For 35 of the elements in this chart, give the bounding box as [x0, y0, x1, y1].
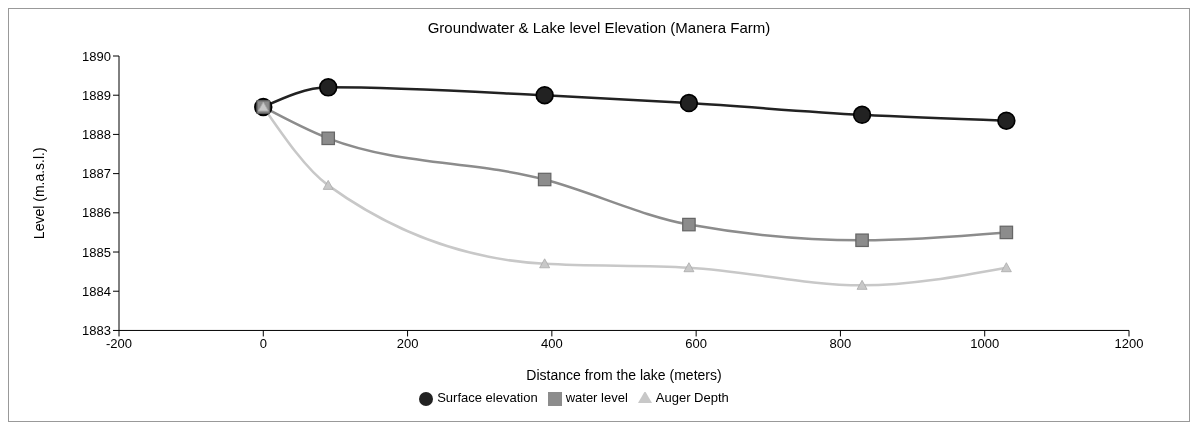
y-tick-label: 1888: [82, 127, 111, 143]
point: [679, 93, 699, 113]
x-tick-label: 800: [829, 335, 852, 351]
y-tick-label: 1885: [82, 244, 111, 260]
y-tick-label: 1884: [82, 283, 111, 299]
y-tick-label: 1889: [82, 87, 111, 103]
legend-label: Surface elevation: [437, 390, 538, 406]
point: [322, 179, 334, 190]
x-tick-label: 0: [259, 335, 267, 351]
point: [997, 111, 1016, 130]
point: [539, 258, 551, 269]
x-tick-label: 400: [541, 335, 563, 351]
chart-title: Groundwater & Lake level Elevation (Manera Farm): [426, 19, 772, 36]
point: [683, 262, 695, 273]
point: [1000, 262, 1012, 273]
x-tick-label: 1000: [970, 335, 1000, 351]
legend-label: Auger Depth: [655, 390, 729, 406]
point: [856, 279, 868, 290]
point: [537, 172, 552, 187]
point: [321, 131, 336, 146]
point: [855, 233, 869, 248]
x-axis-title: Distance from the lake (meters): [526, 367, 722, 384]
point: [852, 105, 872, 125]
y-tick-label: 1887: [82, 166, 111, 182]
y-tick-label: 1886: [82, 205, 111, 221]
x-tick-label: 600: [685, 335, 707, 351]
y-axis-title: Level (m.a.s.l.): [30, 147, 47, 240]
y-tick-label: 1890: [82, 48, 111, 64]
point: [682, 217, 696, 232]
legend-label: water level: [565, 390, 628, 406]
point: [318, 78, 338, 97]
x-tick-label: 200: [396, 335, 419, 351]
x-tick-label: 1200: [1114, 335, 1144, 351]
point: [999, 225, 1014, 240]
point: [535, 85, 554, 105]
